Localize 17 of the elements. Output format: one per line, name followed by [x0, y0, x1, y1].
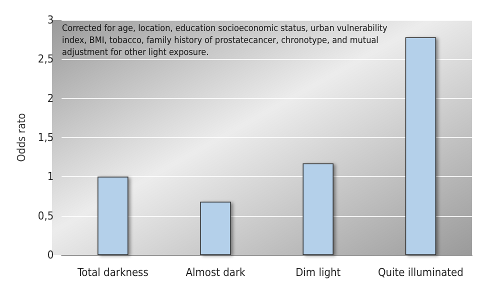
y-tick-label: 1 [47, 170, 54, 184]
x-tick-label: Total darkness [76, 266, 148, 279]
y-tick-label: 0 [47, 248, 54, 262]
y-tick-label: 0,5 [38, 209, 54, 222]
y-tick-label: 2 [47, 92, 54, 105]
y-tick-label: 1,5 [38, 131, 54, 144]
bar [302, 163, 334, 255]
x-tick-label: Almost dark [186, 266, 246, 279]
bar [405, 37, 436, 255]
y-tick-label: 3 [47, 14, 54, 26]
y-axis-title: Odds rato [15, 113, 28, 162]
bar [200, 202, 231, 255]
x-tick-label: Quite illuminated [378, 266, 464, 279]
bar [98, 176, 128, 255]
annotation: Corrected for age, location, education socioeconomic status, urban vulnerability index, BMI, tobacco, family history of prostatecancer, chronotype, and mutual adjustment for other light exposure. [62, 24, 390, 58]
y-tick-label: 2,5 [38, 52, 54, 66]
x-tick-label: Dim light [296, 266, 341, 279]
